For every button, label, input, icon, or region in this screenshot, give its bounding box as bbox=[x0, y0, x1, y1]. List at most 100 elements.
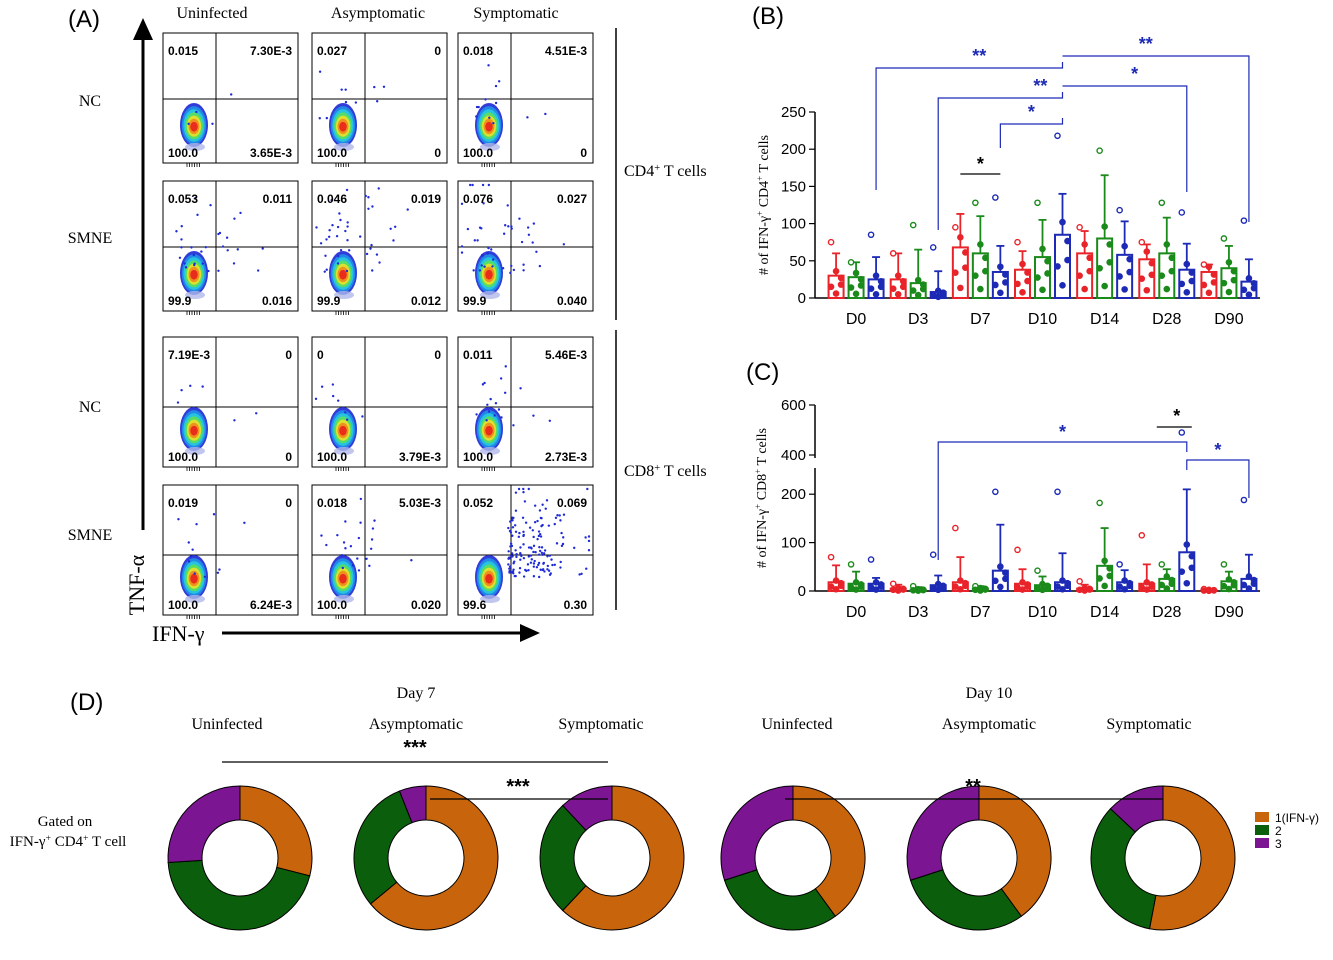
event-dot bbox=[195, 110, 198, 114]
data-point bbox=[1168, 267, 1176, 275]
data-point bbox=[1064, 256, 1071, 264]
data-point bbox=[1024, 277, 1031, 285]
label-part: T cells bbox=[660, 463, 707, 480]
data-point bbox=[832, 267, 840, 275]
label-part: T cells bbox=[755, 428, 770, 469]
event-dot bbox=[509, 545, 512, 548]
data-point bbox=[1178, 209, 1186, 216]
event-dot bbox=[325, 543, 328, 547]
panel-d-chart: (D) Day 7 Uninfected Asymptomatic Symptomati… bbox=[10, 685, 1319, 931]
data-point bbox=[1039, 245, 1046, 253]
data-point bbox=[914, 291, 922, 299]
quadrant-value-lower-left: 100.0 bbox=[168, 598, 198, 612]
flow-plot: 0.052 0.069 99.6 0.30 bbox=[457, 484, 594, 619]
data-point bbox=[1096, 264, 1103, 272]
event-dot bbox=[507, 225, 510, 228]
event-dot bbox=[510, 264, 513, 268]
gate-label-line2: IFN-γ+ CD4+ T cell bbox=[10, 833, 127, 851]
data-point bbox=[832, 577, 840, 584]
event-dot bbox=[536, 537, 539, 541]
event-dot bbox=[315, 226, 318, 229]
quadrant-value-upper-left: 0.015 bbox=[168, 44, 198, 58]
y-tick-label: 400 bbox=[781, 447, 806, 464]
label-part: CD4 bbox=[624, 163, 654, 180]
data-point bbox=[1054, 488, 1061, 496]
quadrant-value-upper-right: 5.46E-3 bbox=[545, 348, 587, 362]
quadrant-value-lower-right: 0.020 bbox=[411, 598, 441, 612]
significance-label: ** bbox=[972, 46, 986, 66]
event-dot bbox=[475, 105, 479, 109]
quadrant-value-lower-left: 100.0 bbox=[317, 598, 347, 612]
data-point bbox=[827, 553, 835, 561]
event-dot bbox=[346, 239, 349, 242]
data-point bbox=[1178, 568, 1186, 575]
data-point bbox=[1014, 546, 1021, 554]
data-point bbox=[909, 287, 917, 294]
significance-bracket bbox=[937, 441, 1188, 560]
data-point bbox=[1106, 572, 1113, 580]
data-point bbox=[977, 285, 984, 293]
quadrant-value-upper-right: 7.30E-3 bbox=[250, 44, 292, 58]
event-dot bbox=[541, 553, 544, 556]
data-point bbox=[1230, 276, 1238, 284]
event-dot bbox=[243, 521, 246, 525]
data-point bbox=[952, 269, 959, 277]
data-point bbox=[1138, 532, 1146, 539]
y-tick-label: 0 bbox=[798, 583, 806, 600]
event-dot bbox=[331, 383, 335, 386]
event-dot bbox=[357, 569, 361, 572]
event-dot bbox=[514, 549, 517, 552]
data-point bbox=[957, 233, 964, 241]
significance-label: ** bbox=[1139, 34, 1153, 54]
data-point bbox=[957, 577, 964, 584]
data-point bbox=[1126, 582, 1133, 590]
event-dot bbox=[550, 558, 553, 561]
y-tick-label: 200 bbox=[781, 486, 806, 503]
event-dot bbox=[547, 569, 551, 572]
data-point bbox=[1121, 286, 1128, 293]
quadrant-value-upper-left: 0.027 bbox=[317, 44, 347, 58]
event-dot bbox=[513, 574, 516, 578]
panel-d-letter: (D) bbox=[70, 689, 103, 716]
event-dot bbox=[217, 269, 220, 273]
event-dot bbox=[509, 542, 513, 545]
event-dot bbox=[517, 535, 521, 539]
data-point bbox=[1044, 270, 1051, 277]
data-point bbox=[867, 231, 875, 239]
label-part: IFN-γ bbox=[10, 834, 46, 850]
quadrant-value-upper-right: 5.03E-3 bbox=[399, 496, 441, 510]
event-dot bbox=[194, 196, 197, 200]
data-point bbox=[877, 583, 885, 590]
x-tick-label-d3: D3 bbox=[908, 311, 929, 328]
data-point bbox=[997, 563, 1004, 570]
density-blob bbox=[190, 425, 198, 436]
flow-plot: 0.019 0 100.0 6.24E-3 bbox=[162, 484, 299, 619]
density-blob bbox=[190, 573, 198, 584]
data-point bbox=[934, 586, 942, 594]
event-dot bbox=[529, 561, 533, 564]
data-point bbox=[1240, 581, 1248, 589]
event-dot bbox=[338, 212, 341, 215]
data-point bbox=[1002, 271, 1009, 278]
data-point bbox=[1116, 561, 1123, 568]
donut-slice bbox=[720, 785, 794, 881]
data-point bbox=[1178, 429, 1186, 436]
data-point bbox=[1024, 583, 1031, 590]
data-point bbox=[1002, 569, 1009, 577]
event-dot bbox=[538, 549, 542, 553]
data-point bbox=[1076, 224, 1083, 231]
data-point bbox=[837, 281, 845, 288]
event-dot bbox=[475, 115, 478, 118]
donut-slice bbox=[1148, 785, 1236, 931]
event-dot bbox=[480, 227, 483, 230]
donut-label: Asymptomatic bbox=[942, 716, 1036, 733]
event-dot bbox=[466, 227, 470, 231]
event-dot bbox=[200, 250, 203, 253]
event-dot bbox=[331, 394, 335, 398]
data-point bbox=[1168, 580, 1176, 588]
event-dot bbox=[178, 256, 182, 260]
event-dot bbox=[340, 88, 343, 91]
event-dot bbox=[535, 566, 539, 569]
event-dot bbox=[364, 194, 367, 198]
